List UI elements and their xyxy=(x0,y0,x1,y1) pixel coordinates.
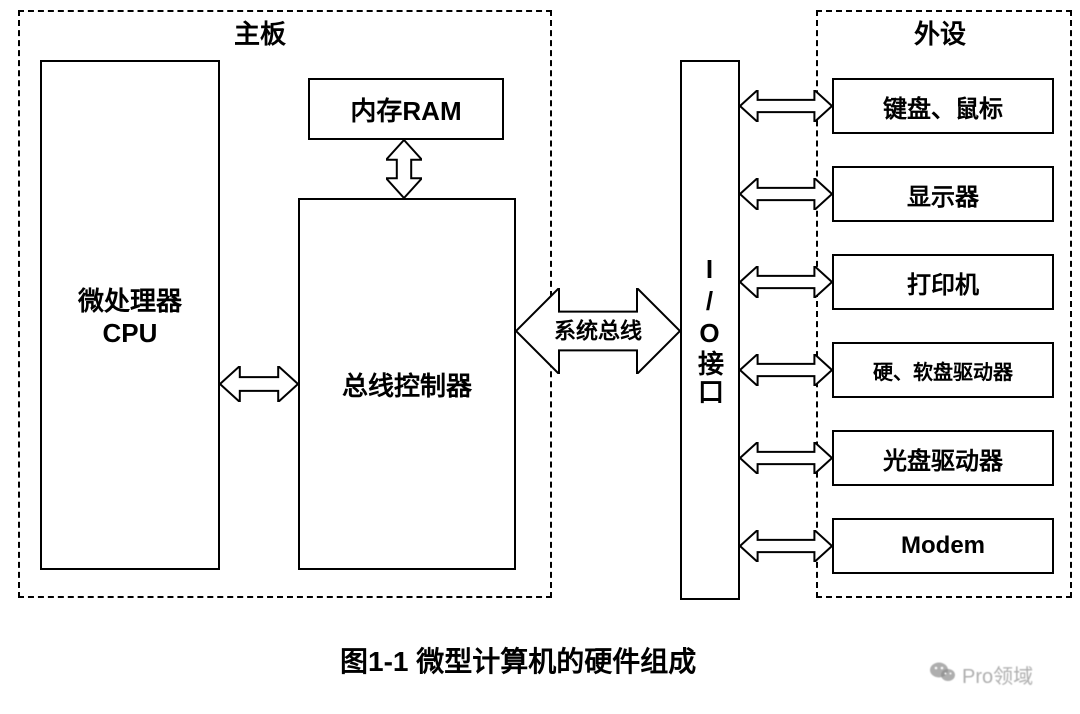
cdrom-box-label: 光盘驱动器 xyxy=(883,441,1003,476)
kb_mouse-box: 键盘、鼠标 xyxy=(832,78,1054,134)
cpu-box: 微处理器CPU xyxy=(40,60,220,570)
wechat-icon xyxy=(930,661,956,689)
kb_mouse-box-label: 键盘、鼠标 xyxy=(883,89,1003,124)
disk-box-label: 硬、软盘驱动器 xyxy=(873,356,1013,385)
wechat-watermark: Pro领域 xyxy=(930,660,1033,689)
bus_ctrl-box-label: 总线控制器 xyxy=(342,366,472,403)
cpu_busctrl-arrow xyxy=(220,366,298,402)
io_disk-arrow xyxy=(740,354,832,386)
io-box-label: I/O接口 xyxy=(692,254,729,406)
cdrom-box: 光盘驱动器 xyxy=(832,430,1054,486)
ram-box: 内存RAM xyxy=(308,78,504,140)
io_printer-arrow xyxy=(740,266,832,298)
modem-box-label: Modem xyxy=(901,532,985,560)
io_kb-arrow xyxy=(740,90,832,122)
io_modem-arrow xyxy=(740,530,832,562)
figure-caption: 图1-1 微型计算机的硬件组成 xyxy=(340,640,696,680)
watermark-text: Pro领域 xyxy=(962,660,1033,689)
modem-box: Modem xyxy=(832,518,1054,574)
bus_ctrl-box: 总线控制器 xyxy=(298,198,516,570)
sysbus-arrow: 系统总线 xyxy=(516,288,680,374)
mainboard-label: 主板 xyxy=(230,14,290,51)
cpu-box-label: 微处理器CPU xyxy=(78,281,182,349)
io_cdrom-arrow xyxy=(740,442,832,474)
io-box: I/O接口 xyxy=(680,60,740,600)
io_monitor-arrow xyxy=(740,178,832,210)
ram_busctrl-arrow xyxy=(386,140,422,198)
sysbus-arrow-label: 系统总线 xyxy=(554,319,642,344)
printer-box: 打印机 xyxy=(832,254,1054,310)
monitor-box-label: 显示器 xyxy=(907,177,979,212)
monitor-box: 显示器 xyxy=(832,166,1054,222)
disk-box: 硬、软盘驱动器 xyxy=(832,342,1054,398)
printer-box-label: 打印机 xyxy=(907,265,979,300)
ram-box-label: 内存RAM xyxy=(350,91,461,128)
peripherals-label: 外设 xyxy=(910,14,970,51)
